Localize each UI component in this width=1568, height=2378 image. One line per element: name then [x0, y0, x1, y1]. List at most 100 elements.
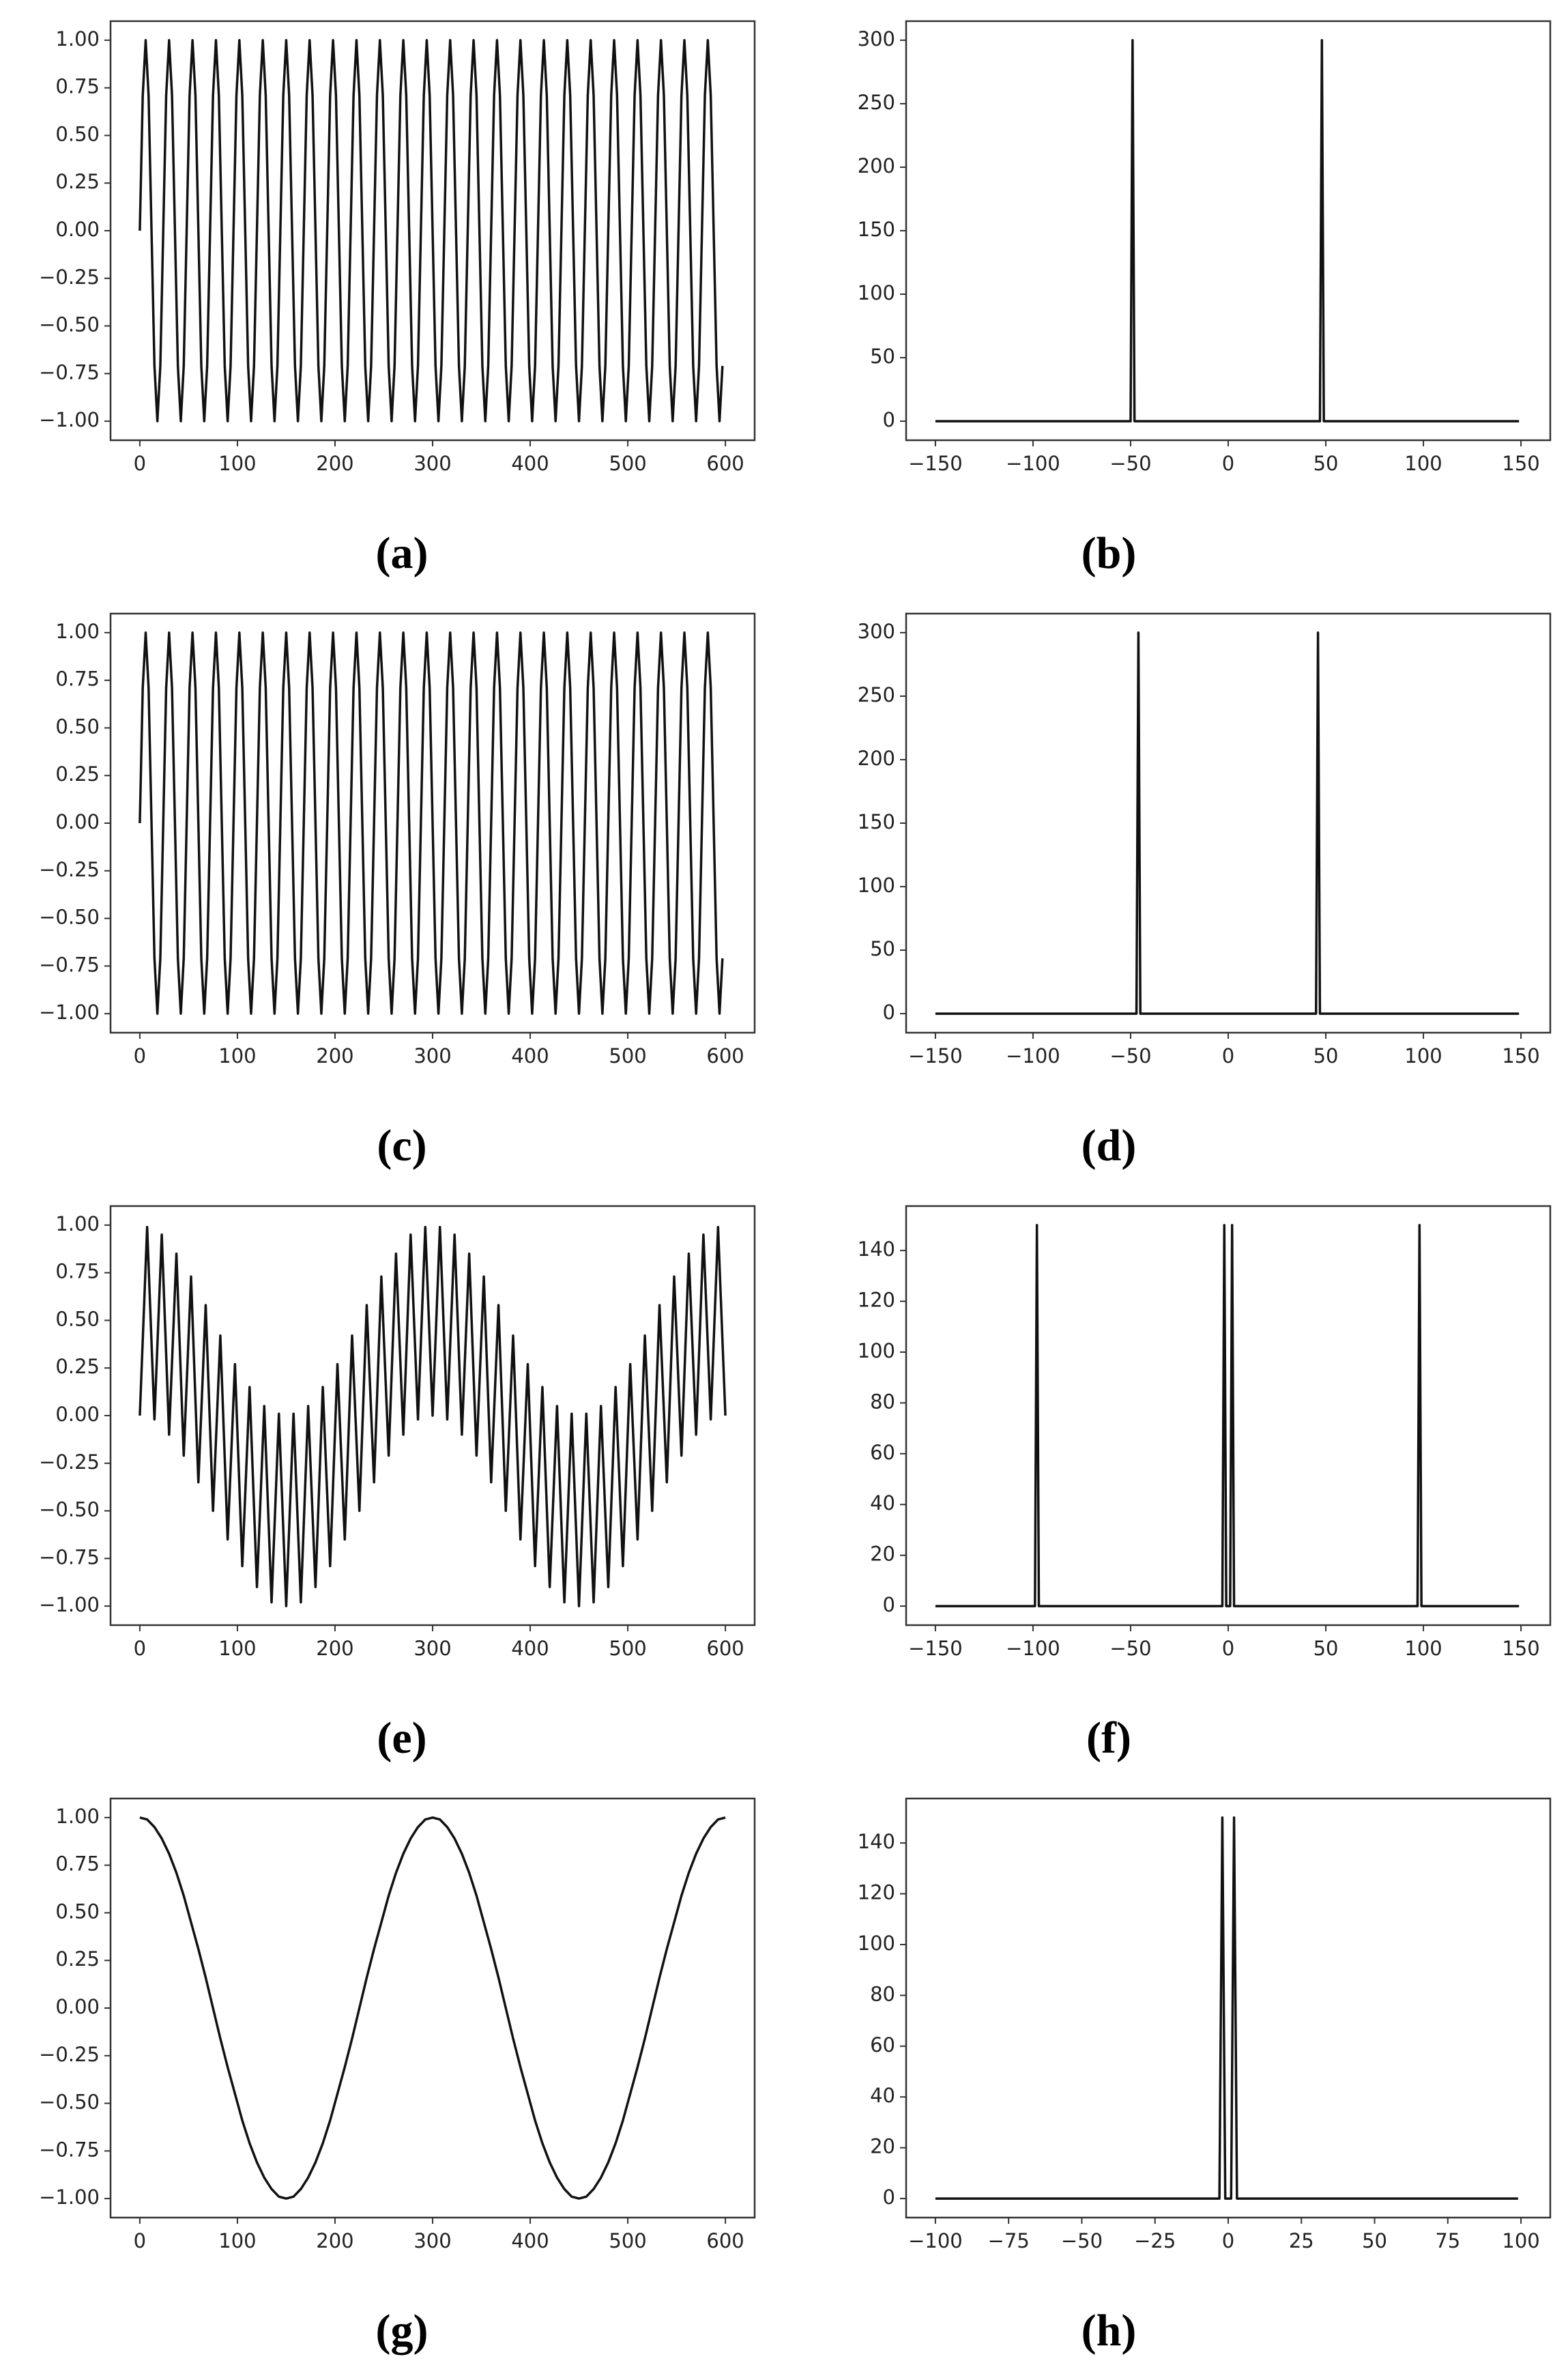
x-tick-label: 100: [218, 2229, 256, 2252]
signal-line: [139, 39, 724, 422]
subplot-caption: (a): [376, 528, 429, 578]
x-tick-label: 0: [134, 1637, 146, 1660]
x-tick-label: 300: [413, 452, 451, 475]
y-tick-label: 0.00: [55, 218, 100, 241]
x-tick-label: 50: [1313, 1637, 1339, 1660]
y-tick-label: 150: [858, 810, 895, 833]
x-tick-label: 400: [511, 2229, 549, 2252]
x-tick-label: −25: [1134, 2229, 1176, 2252]
subplot-caption: (b): [1081, 528, 1137, 578]
y-tick-label: 0: [883, 408, 895, 431]
y-tick-label: 120: [858, 1289, 895, 1312]
y-tick-label: −1.00: [39, 2186, 100, 2209]
signal-line: [935, 1816, 1518, 2200]
y-tick-label: 0: [883, 1593, 895, 1616]
y-tick-label: 150: [858, 218, 895, 241]
x-tick-label: 100: [218, 1044, 256, 1068]
x-tick-label: 200: [316, 1044, 353, 1068]
y-tick-label: 80: [870, 1982, 895, 2005]
x-tick-label: 600: [706, 1637, 744, 1660]
signal-line: [935, 39, 1520, 422]
y-tick-label: 0.00: [55, 1995, 100, 2018]
x-tick-label: 600: [706, 1044, 744, 1068]
y-tick-label: 100: [858, 281, 895, 304]
y-tick-label: 1.00: [55, 620, 100, 643]
x-tick-label: 500: [609, 1044, 646, 1068]
y-tick-label: 0.75: [55, 1852, 100, 1876]
x-tick-label: 600: [706, 452, 744, 475]
x-tick-label: −100: [908, 2229, 963, 2252]
x-tick-label: 600: [706, 2229, 744, 2252]
subplot-caption: (g): [376, 2306, 429, 2355]
y-tick-label: 140: [858, 1830, 895, 1853]
x-tick-label: 0: [1222, 2229, 1234, 2252]
x-tick-label: 50: [1313, 1044, 1339, 1068]
x-tick-label: −50: [1061, 2229, 1103, 2252]
x-tick-label: 300: [413, 1637, 451, 1660]
x-tick-label: 0: [1222, 452, 1234, 475]
x-tick-label: 100: [1404, 452, 1442, 475]
y-tick-label: 140: [858, 1237, 895, 1261]
y-tick-label: 0.25: [55, 1947, 100, 1971]
y-tick-label: 0.50: [55, 715, 100, 738]
y-tick-label: −1.00: [39, 408, 100, 431]
x-tick-label: 75: [1435, 2229, 1460, 2252]
x-tick-label: 400: [511, 1637, 549, 1660]
signal-line: [139, 631, 724, 1015]
subplot-caption: (c): [377, 1121, 426, 1171]
y-tick-label: 20: [870, 1543, 895, 1566]
x-tick-label: 200: [316, 1637, 353, 1660]
x-tick-label: −150: [908, 1637, 963, 1660]
y-tick-label: 80: [870, 1390, 895, 1413]
y-tick-label: 50: [870, 345, 895, 368]
x-tick-label: 150: [1502, 452, 1539, 475]
y-tick-label: 1.00: [55, 27, 100, 51]
x-tick-label: 300: [413, 1044, 451, 1068]
x-tick-label: 100: [1502, 2229, 1539, 2252]
y-tick-label: 250: [858, 683, 895, 706]
x-tick-label: −100: [1006, 1637, 1060, 1660]
y-tick-label: −0.50: [39, 906, 100, 929]
x-tick-label: 0: [1222, 1044, 1234, 1068]
x-tick-label: 300: [413, 2229, 451, 2252]
x-tick-label: −50: [1109, 452, 1151, 475]
y-tick-label: 0.75: [55, 668, 100, 691]
y-tick-label: 200: [858, 154, 895, 177]
x-tick-label: 50: [1313, 452, 1339, 475]
y-tick-label: 40: [870, 1491, 895, 1515]
y-tick-label: 0.50: [55, 122, 100, 145]
y-tick-label: −0.75: [39, 953, 100, 976]
y-tick-label: 100: [858, 874, 895, 897]
y-tick-label: −0.75: [39, 360, 100, 384]
plot-frame: [905, 1797, 1552, 2219]
y-tick-label: 1.00: [55, 1212, 100, 1235]
y-tick-label: −0.25: [39, 1450, 100, 1474]
x-tick-label: 50: [1362, 2229, 1387, 2252]
x-tick-label: 100: [1404, 1044, 1442, 1068]
y-tick-label: −0.25: [39, 2043, 100, 2066]
subplot-caption: (f): [1086, 1713, 1131, 1763]
y-tick-label: 60: [870, 2033, 895, 2057]
y-tick-label: 60: [870, 1441, 895, 1464]
y-tick-label: −0.25: [39, 858, 100, 881]
x-tick-label: 150: [1502, 1637, 1539, 1660]
y-tick-label: 0: [883, 2186, 895, 2209]
y-tick-label: 300: [858, 27, 895, 51]
y-tick-label: 300: [858, 620, 895, 643]
plot-frame: [109, 1797, 756, 2219]
y-tick-label: 0.75: [55, 75, 100, 98]
y-tick-label: 0.25: [55, 170, 100, 193]
signal-line: [935, 1224, 1520, 1607]
y-tick-label: −0.25: [39, 266, 100, 289]
x-tick-label: 0: [134, 1044, 146, 1068]
x-tick-label: 500: [609, 2229, 646, 2252]
y-tick-label: 20: [870, 2135, 895, 2158]
plot-frame: [905, 612, 1552, 1034]
x-tick-label: 500: [609, 452, 646, 475]
x-tick-label: −150: [908, 452, 963, 475]
y-tick-label: −1.00: [39, 1593, 100, 1616]
y-tick-label: −0.50: [39, 313, 100, 336]
y-tick-label: 0.75: [55, 1260, 100, 1283]
y-tick-label: 50: [870, 937, 895, 960]
